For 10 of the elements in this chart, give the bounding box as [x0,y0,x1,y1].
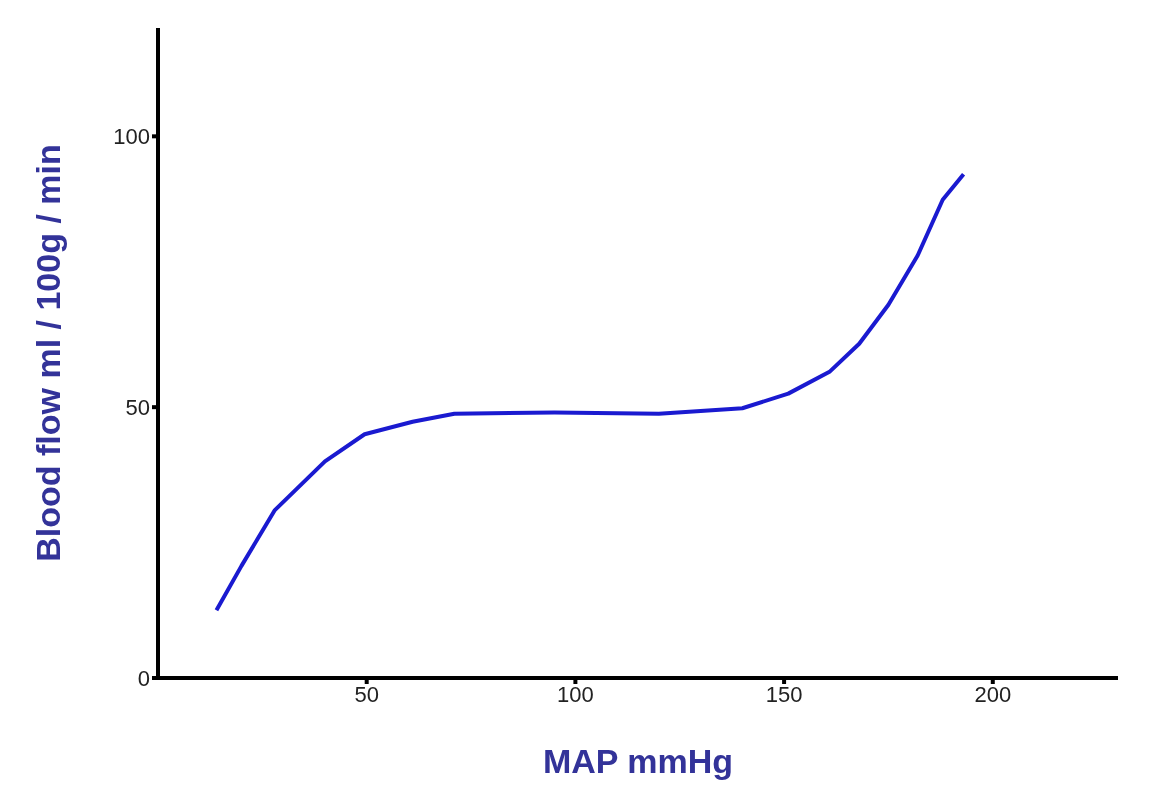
line-series [214,172,966,613]
x-axis-title: MAP mmHg [542,742,734,780]
x-tick-label: 200 [974,681,1012,707]
y-tick-label: 100 [113,124,150,150]
y-axis-title: Blood flow ml / 100g / min [29,144,68,562]
y-tick-label: 0 [137,665,150,691]
x-tick-label: 150 [765,681,803,707]
x-tick-label: 50 [354,681,379,707]
y-tick-label: 50 [125,394,150,420]
x-tick-label: 100 [557,681,594,707]
